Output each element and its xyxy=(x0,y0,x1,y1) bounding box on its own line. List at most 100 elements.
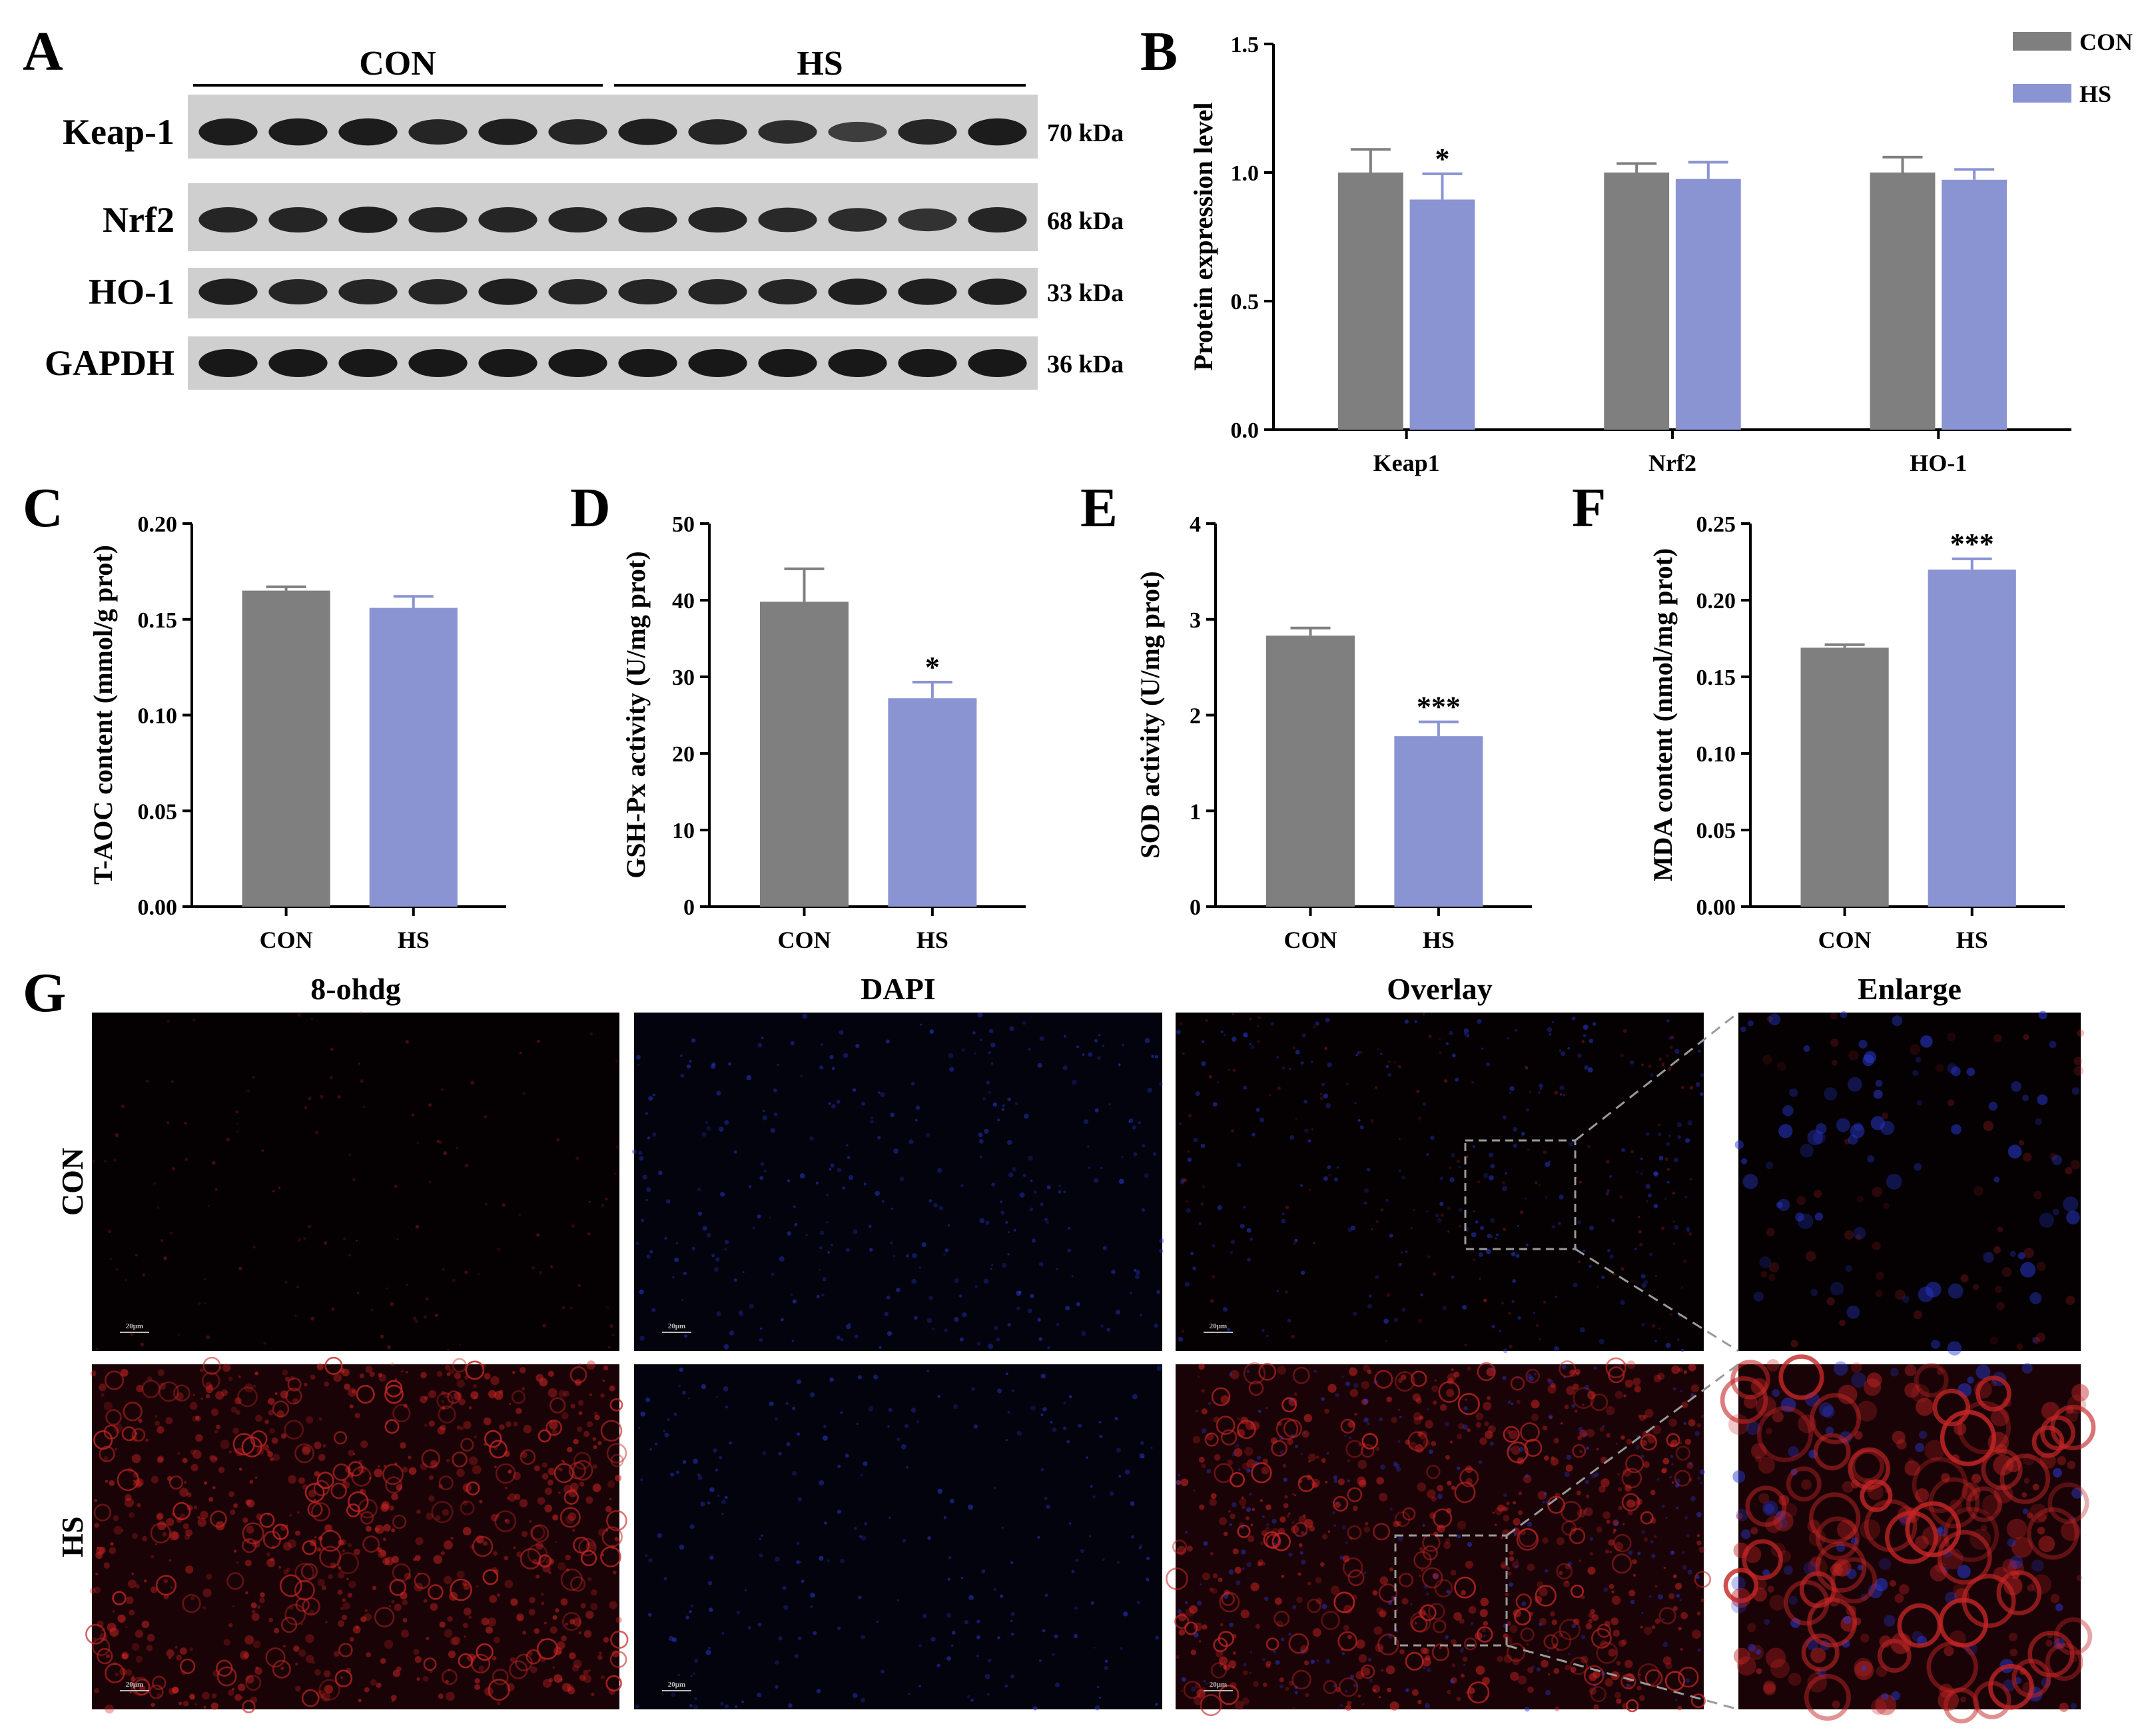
fluorescence-signal xyxy=(1763,1680,1776,1693)
fluorescence-signal xyxy=(792,1471,797,1476)
fluorescence-signal xyxy=(1265,1504,1271,1510)
fluorescence-signal xyxy=(1973,1284,1979,1290)
blot-band xyxy=(758,120,817,144)
fluorescence-signal xyxy=(1462,1424,1468,1430)
fluorescence-signal xyxy=(519,1051,522,1055)
fluorescence-signal xyxy=(1016,1430,1022,1436)
fluorescence-signal xyxy=(1486,1062,1490,1067)
blot-band xyxy=(828,349,887,377)
fluorescence-signal xyxy=(189,1695,195,1701)
fluorescence-signal xyxy=(949,1498,954,1504)
fluorescence-signal xyxy=(1904,1382,1920,1398)
fluorescence-signal xyxy=(1203,1541,1208,1546)
fluorescence-signal xyxy=(561,1412,569,1420)
fluorescence-signal xyxy=(1230,1514,1236,1519)
fluorescence-signal xyxy=(1276,1290,1279,1292)
cell-outline xyxy=(1265,1637,1279,1651)
fluorescence-signal xyxy=(369,1477,372,1480)
fluorescence-signal xyxy=(337,1095,341,1099)
fluorescence-signal xyxy=(103,1402,113,1411)
fluorescence-signal xyxy=(310,1316,314,1321)
cell-outline xyxy=(1613,1533,1632,1553)
fluorescence-signal xyxy=(1321,1533,1328,1539)
fluorescence-signal xyxy=(365,1366,373,1373)
blot-band xyxy=(478,119,537,145)
fluorescence-signal xyxy=(990,1268,992,1270)
fluorescence-signal xyxy=(1534,1181,1538,1184)
blot-kda-label: 33 kDa xyxy=(1047,279,1124,307)
panel-letter-f: F xyxy=(1572,477,1606,539)
fluorescence-signal xyxy=(1768,1274,1776,1281)
fluorescence-signal xyxy=(559,1468,563,1472)
fluorescence-signal xyxy=(1447,1480,1452,1486)
fluorescence-signal xyxy=(1640,1625,1643,1629)
fluorescence-signal xyxy=(520,1367,526,1374)
fluorescence-signal xyxy=(1257,1559,1263,1565)
fluorescence-signal xyxy=(563,1461,565,1464)
fluorescence-signal xyxy=(1074,1606,1078,1610)
cell-outline xyxy=(392,1563,411,1582)
fluorescence-signal xyxy=(1457,1434,1463,1440)
fluorescence-signal xyxy=(1539,1587,1548,1597)
fluorescence-signal xyxy=(364,1609,368,1612)
fluorescence-signal xyxy=(215,1391,224,1400)
fluorescence-signal xyxy=(1658,1594,1663,1600)
fluorescence-signal xyxy=(1327,1062,1332,1068)
blot-strip xyxy=(188,95,1038,159)
fluorescence-signal xyxy=(792,1406,796,1410)
fluorescence-signal xyxy=(840,1411,843,1414)
fluorescence-signal xyxy=(1924,1440,1946,1461)
fluorescence-signal xyxy=(280,1390,288,1399)
fluorescence-signal xyxy=(142,1535,148,1541)
cell-outline xyxy=(414,1572,431,1589)
fluorescence-signal xyxy=(536,1574,540,1579)
fluorescence-signal xyxy=(1526,1067,1529,1070)
fluorescence-signal xyxy=(1120,1647,1123,1651)
cell-outline xyxy=(1596,1641,1618,1664)
blot-band xyxy=(338,207,398,233)
cell-outline xyxy=(492,1668,509,1685)
fluorescence-signal xyxy=(757,1214,761,1218)
cell-outline xyxy=(2027,1507,2079,1560)
fluorescence-signal xyxy=(1783,1565,1793,1575)
fluorescence-signal xyxy=(447,1348,450,1351)
fluorescence-signal xyxy=(379,1549,387,1557)
fluorescence-signal xyxy=(1580,1655,1589,1664)
fluorescence-signal xyxy=(1767,1585,1774,1593)
fluorescence-signal xyxy=(2067,1460,2076,1470)
fluorescence-signal xyxy=(2003,1576,2023,1595)
fluorescence-signal xyxy=(1364,1417,1369,1422)
fluorescence-signal xyxy=(615,1474,622,1482)
fluorescence-signal xyxy=(1046,1185,1051,1190)
cell-outline xyxy=(1605,1357,1626,1379)
fluorescence-signal xyxy=(1443,1079,1448,1083)
fluorescence-signal xyxy=(249,1480,254,1484)
fluorescence-signal xyxy=(1433,1573,1438,1579)
fluorescence-signal xyxy=(428,1475,434,1480)
fluorescence-signal xyxy=(105,1704,115,1714)
fluorescence-signal xyxy=(1571,1016,1576,1021)
fluorescence-signal xyxy=(2033,1190,2042,1200)
fluorescence-signal xyxy=(93,1586,101,1594)
fluorescence-signal xyxy=(1639,1243,1643,1247)
fluorescence-signal xyxy=(1363,1398,1369,1404)
fluorescence-signal xyxy=(1367,1369,1372,1374)
row-label: HS xyxy=(55,1516,89,1557)
fluorescence-signal xyxy=(1634,1386,1641,1393)
fluorescence-signal xyxy=(1401,1597,1409,1605)
fluorescence-signal xyxy=(1614,1390,1623,1399)
fluorescence-signal xyxy=(869,1224,872,1228)
fluorescence-signal xyxy=(587,1669,591,1672)
cell-outline xyxy=(2050,1404,2096,1451)
cell-outline xyxy=(131,1677,150,1696)
blot-band xyxy=(758,349,817,377)
fluorescence-signal xyxy=(997,1388,1002,1394)
fluorescence-signal xyxy=(1327,1530,1331,1533)
fluorescence-signal xyxy=(729,1441,733,1445)
fluorescence-signal xyxy=(1086,1456,1088,1459)
fluorescence-signal xyxy=(1545,1196,1548,1198)
fluorescence-signal xyxy=(1150,1447,1153,1450)
fluorescence-signal xyxy=(268,1558,272,1562)
fluorescence-signal xyxy=(1806,1251,1816,1262)
fluorescence-signal xyxy=(1246,1370,1250,1373)
